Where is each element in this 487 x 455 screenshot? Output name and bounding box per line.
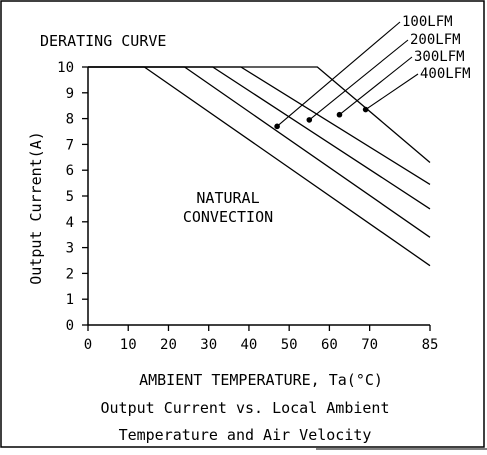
y-tick-label: 10 xyxy=(57,60,74,76)
y-tick-label: 3 xyxy=(66,241,74,257)
x-tick-label: 20 xyxy=(160,337,177,353)
y-tick-label: 9 xyxy=(66,86,74,102)
series-line xyxy=(88,66,431,163)
y-tick-label: 6 xyxy=(66,163,74,179)
caption-line-2: Temperature and Air Velocity xyxy=(119,426,372,444)
ticks-layer: 0 1 2 3 4 5 6 7 8 9 10 0 10 20 30 40 50 60 70 85 xyxy=(57,60,438,353)
annotation-convection: CONVECTION xyxy=(183,208,273,226)
y-tick-label: 4 xyxy=(66,215,74,231)
annotation-natural: NATURAL xyxy=(196,189,259,207)
x-tick-label: 0 xyxy=(84,337,92,353)
series-leader-line xyxy=(308,39,409,121)
x-tick-label: 10 xyxy=(120,337,137,353)
x-tick-label: 60 xyxy=(321,337,338,353)
y-axis-title: Output Current(A) xyxy=(27,131,45,285)
series-leader-line xyxy=(276,21,401,127)
x-tick-label: 70 xyxy=(361,337,378,353)
series-line xyxy=(88,66,431,185)
series-leader-line xyxy=(339,56,413,116)
y-tick-label: 5 xyxy=(66,189,74,205)
series-label: 100LFM xyxy=(402,14,453,30)
x-tick-label: 40 xyxy=(241,337,258,353)
chart-title: DERATING CURVE xyxy=(40,32,166,50)
y-tick-label: 0 xyxy=(66,318,74,334)
series-label: 400LFM xyxy=(420,66,471,82)
x-tick-label: 85 xyxy=(422,337,439,353)
series-label: 300LFM xyxy=(414,49,465,65)
series-leader-line xyxy=(365,73,419,111)
y-tick-label: 2 xyxy=(66,266,74,282)
y-tick-label: 1 xyxy=(66,292,74,308)
series-label: 200LFM xyxy=(410,32,461,48)
x-axis-title: AMBIENT TEMPERATURE, Ta(°C) xyxy=(139,371,383,389)
y-tick-label: 8 xyxy=(66,112,74,128)
x-tick-label: 30 xyxy=(200,337,217,353)
series-line xyxy=(88,66,431,210)
y-tick-label: 7 xyxy=(66,137,74,153)
caption-line-1: Output Current vs. Local Ambient xyxy=(101,399,390,417)
x-tick-label: 50 xyxy=(281,337,298,353)
